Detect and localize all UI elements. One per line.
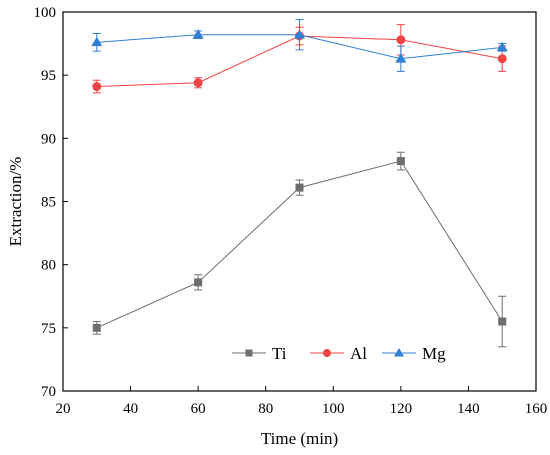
x-tick-label: 160 [525, 401, 548, 417]
legend-marker-mg [394, 348, 404, 357]
series-container [91, 19, 508, 348]
data-point-mg [395, 53, 407, 63]
legend-marker-ti [245, 349, 253, 357]
legend-label-mg: Mg [422, 344, 446, 363]
data-point-ti [295, 183, 304, 192]
data-point-al [193, 78, 203, 88]
data-point-al [497, 54, 507, 64]
data-point-ti [194, 278, 203, 287]
plot-frame [62, 11, 537, 392]
data-point-mg [294, 29, 305, 39]
data-point-mg [496, 41, 508, 52]
y-axis-label: Extraction/% [6, 157, 25, 247]
x-tick-label: 40 [123, 401, 138, 417]
x-tick-label: 20 [56, 401, 71, 417]
data-point-mg [192, 29, 204, 39]
y-tick-label: 85 [41, 195, 56, 211]
data-point-mg [91, 36, 103, 47]
legend-marker-al [323, 349, 331, 357]
data-point-al [396, 35, 406, 45]
data-point-al [92, 82, 102, 92]
y-tick-label: 70 [41, 384, 56, 400]
data-point-ti [498, 317, 507, 326]
x-tick-label: 60 [191, 401, 206, 417]
axis-ticks: 20 40 60 80 100 120 140 160 70 75 80 85 90 95 100 [34, 5, 548, 417]
y-tick-label: 75 [41, 321, 56, 337]
data-point-ti [396, 157, 405, 166]
series-mg [91, 19, 508, 72]
legend-label-ti: Ti [272, 344, 287, 363]
x-tick-label: 100 [322, 401, 345, 417]
x-tick-label: 120 [390, 401, 413, 417]
y-tick-label: 80 [41, 258, 56, 274]
plot-area [62, 11, 537, 392]
x-axis-label: Time (min) [261, 429, 338, 448]
x-tick-label: 80 [258, 401, 273, 417]
legend-label-al: Al [350, 344, 367, 363]
x-tick-label: 140 [457, 401, 480, 417]
legend: Ti Al Mg [232, 344, 446, 363]
data-point-ti [92, 323, 101, 332]
series-ti [92, 151, 507, 348]
y-tick-label: 90 [41, 131, 56, 147]
y-tick-label: 100 [34, 5, 57, 21]
y-tick-label: 95 [41, 68, 56, 84]
